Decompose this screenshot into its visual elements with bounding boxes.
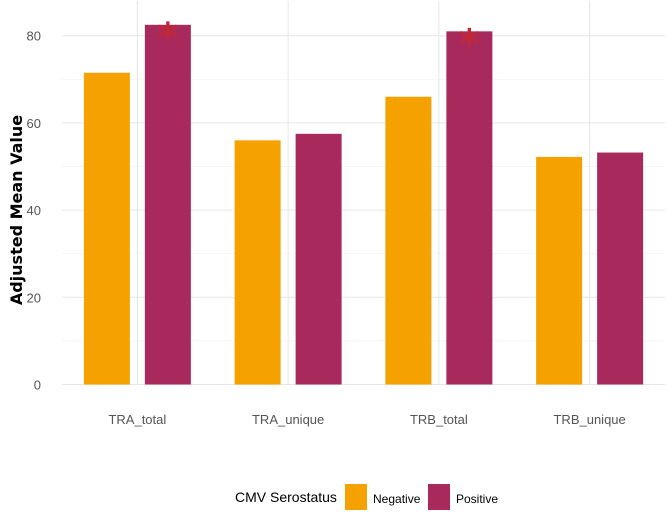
x-tick-label: TRA_unique xyxy=(252,412,324,427)
legend-label-negative: Negative xyxy=(373,492,421,506)
significance-asterisk: * xyxy=(157,15,178,61)
bar-positive-tra-total xyxy=(144,24,191,385)
bar-negative-trb-total xyxy=(385,96,432,385)
legend-key-negative xyxy=(345,484,367,510)
bar-negative-trb-unique xyxy=(536,156,583,385)
bars xyxy=(83,24,644,385)
significance-asterisk: * xyxy=(459,21,480,67)
y-tick-label: 20 xyxy=(27,290,41,305)
bar-positive-tra-unique xyxy=(295,133,342,385)
y-axis-ticks: 0 20 40 60 80 xyxy=(27,29,41,393)
legend-key-positive xyxy=(428,484,450,510)
legend-label-positive: Positive xyxy=(456,492,498,506)
legend-title: CMV Serostatus xyxy=(235,489,337,505)
bar-negative-tra-unique xyxy=(234,140,281,385)
y-tick-label: 0 xyxy=(34,378,41,393)
bar-positive-trb-total xyxy=(446,31,493,385)
bar-positive-trb-unique xyxy=(597,152,644,385)
x-tick-label: TRB_unique xyxy=(553,412,625,427)
legend: CMV Serostatus Negative Positive xyxy=(235,484,498,510)
bar-negative-tra-total xyxy=(83,72,130,385)
y-axis-title: Adjusted Mean Value xyxy=(7,115,26,305)
y-tick-label: 80 xyxy=(27,29,41,44)
x-tick-label: TRA_total xyxy=(108,412,166,427)
x-tick-label: TRB_total xyxy=(410,412,468,427)
x-axis-ticks: TRA_total TRA_unique TRB_total TRB_unique xyxy=(108,412,625,427)
significance-marks: * * xyxy=(157,15,480,68)
y-tick-label: 60 xyxy=(27,116,41,131)
y-tick-label: 40 xyxy=(27,203,41,218)
